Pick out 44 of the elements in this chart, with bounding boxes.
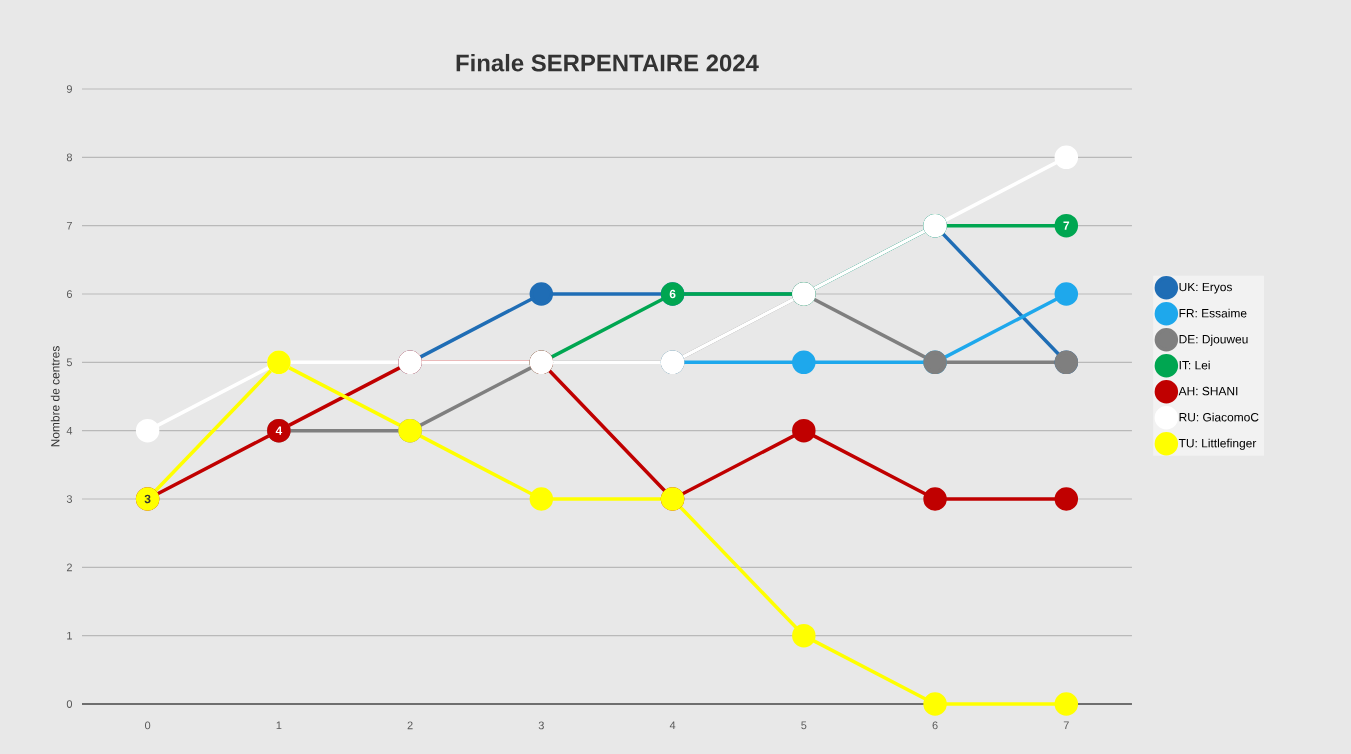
point [1054, 213, 1079, 238]
y-axis-title: Nombre de centres [50, 346, 60, 447]
x-tick-label: 0 [145, 721, 151, 730]
legend-label: FR: Essaime [1179, 308, 1247, 318]
y-tick-label: 2 [66, 563, 72, 572]
legend-label: AH: SHANI [1178, 386, 1238, 396]
legend-label: RU: GiacomoC [1179, 412, 1259, 422]
point [1054, 145, 1079, 170]
data-label: 7 [1063, 221, 1070, 230]
x-tick-label: 3 [538, 721, 544, 730]
data-label: 4 [275, 426, 283, 435]
point [529, 282, 554, 306]
legend-label: UK: Eryos [1179, 282, 1232, 294]
y-tick-label: 5 [66, 358, 73, 367]
point [529, 487, 554, 511]
x-tick-label: 6 [932, 721, 938, 730]
y-tick-label: 7 [66, 221, 72, 230]
y-tick-label: 8 [66, 153, 72, 162]
y-tick-label: 4 [66, 426, 73, 435]
point [923, 692, 947, 716]
x-tick-label: 4 [669, 721, 676, 730]
point [923, 487, 947, 511]
point [135, 418, 160, 443]
y-tick-label: 3 [66, 495, 72, 503]
x-tick-label: 1 [276, 721, 282, 730]
chart-title: Finale SERPENTAIRE 2024 [456, 53, 759, 72]
legend-label: DE: Djouweu [1179, 334, 1248, 346]
y-tick-label: 1 [67, 631, 72, 640]
x-tick-label: 5 [801, 721, 807, 730]
point [792, 623, 816, 648]
data-label: 6 [669, 289, 676, 299]
x-tick-label: 7 [1063, 721, 1069, 730]
legend-label: IT: Lei [1179, 360, 1210, 370]
data-label: 3 [144, 494, 151, 504]
point [1054, 692, 1079, 716]
point [1054, 282, 1079, 306]
y-tick-label: 9 [66, 85, 72, 93]
legend-label: TU: Littlefinger [1178, 438, 1257, 450]
y-tick-label: 6 [66, 290, 72, 298]
point [792, 418, 816, 443]
point [1054, 487, 1079, 511]
point [792, 350, 816, 375]
y-tick-label: 0 [66, 700, 73, 708]
x-tick-label: 2 [407, 721, 413, 730]
